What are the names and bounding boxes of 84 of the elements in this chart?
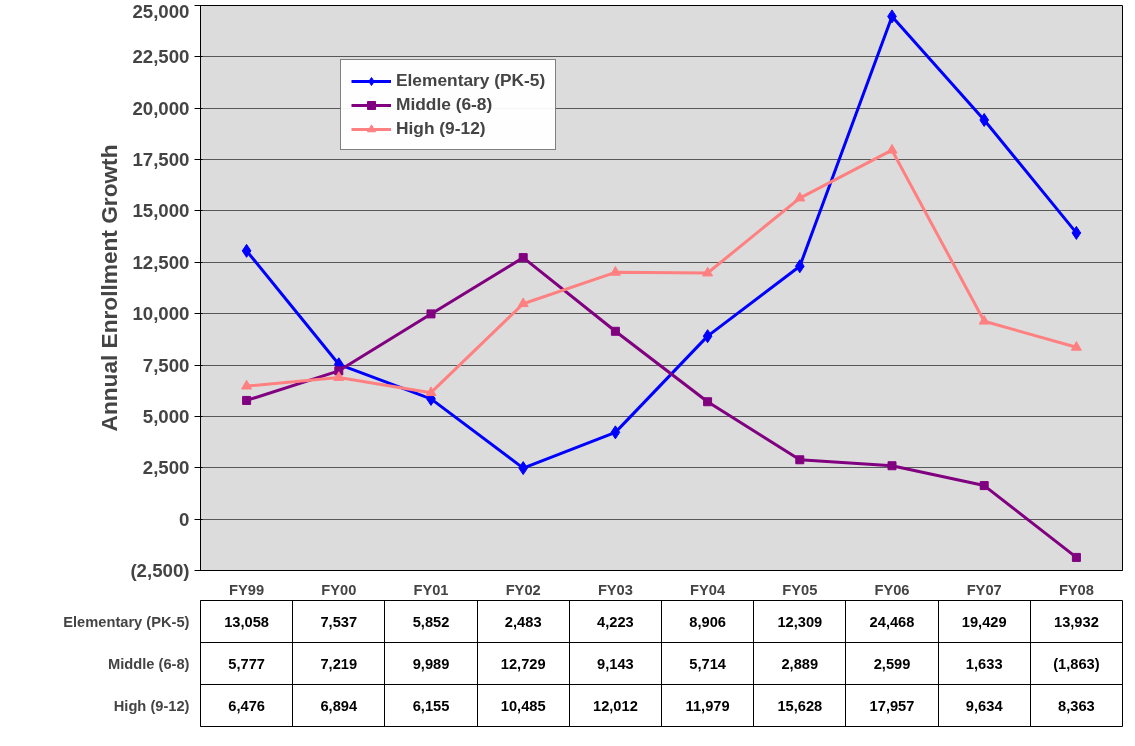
data-label: 12,309 xyxy=(777,613,823,630)
point xyxy=(242,395,252,405)
data-label: 8,906 xyxy=(689,613,726,630)
point xyxy=(1070,341,1082,351)
y-tick-label: 2,500 xyxy=(142,457,190,479)
data-label: 11,979 xyxy=(685,697,730,714)
point xyxy=(609,266,621,276)
point xyxy=(333,371,345,381)
point xyxy=(517,297,529,308)
data-label: 5,777 xyxy=(228,655,265,672)
data-label: 7,219 xyxy=(320,655,358,672)
point xyxy=(425,386,437,397)
point xyxy=(610,425,621,440)
legend-label: Middle (6-8) xyxy=(396,94,493,115)
point xyxy=(978,314,990,325)
point xyxy=(703,397,713,407)
point xyxy=(887,461,897,471)
point xyxy=(702,329,713,344)
data-label: 17,957 xyxy=(869,697,915,714)
y-tick-label: (2,500) xyxy=(130,560,190,581)
x-tick-label: FY05 xyxy=(782,581,818,598)
x-tick-label: FY99 xyxy=(229,581,265,598)
y-tick-label: 15,000 xyxy=(132,200,190,222)
data-label: 4,223 xyxy=(597,613,634,630)
data-label: 5,852 xyxy=(412,613,450,630)
point xyxy=(518,461,529,476)
x-tick-label: FY06 xyxy=(874,581,910,598)
point xyxy=(979,112,990,127)
data-label: 5,714 xyxy=(689,655,727,672)
text: High (9-12) xyxy=(113,697,190,714)
y-tick-label: 17,500 xyxy=(132,149,190,171)
data-label: 13,932 xyxy=(1053,613,1099,630)
y-tick-label: 22,500 xyxy=(132,46,190,68)
point xyxy=(979,481,989,491)
point xyxy=(794,191,806,202)
x-tick-label: FY00 xyxy=(321,581,357,598)
data-label: 2,599 xyxy=(873,655,911,672)
data-label: 6,155 xyxy=(412,697,450,714)
x-tick-label: FY07 xyxy=(966,581,1002,598)
y-tick-label: 0 xyxy=(179,508,190,530)
data-label: 15,628 xyxy=(777,697,823,714)
data-label: 12,729 xyxy=(500,655,546,672)
data-label: 9,143 xyxy=(597,655,634,672)
point xyxy=(702,266,714,277)
data-label: 19,429 xyxy=(961,613,1007,630)
data-label: 6,894 xyxy=(320,697,358,714)
x-tick-label: FY02 xyxy=(505,581,541,598)
point xyxy=(794,259,805,274)
point xyxy=(610,326,620,336)
point xyxy=(1071,552,1081,562)
data-label: 2,483 xyxy=(504,613,542,630)
y-tick-label: 20,000 xyxy=(132,97,190,119)
data-label: 6,476 xyxy=(228,697,265,714)
data-label: (1,863) xyxy=(1053,655,1100,672)
data-label: 24,468 xyxy=(869,613,915,630)
point xyxy=(795,455,805,465)
text: Elementary (PK-5) xyxy=(63,613,190,630)
y-axis-title: Annual Enrollment Growth xyxy=(96,144,123,432)
text: Middle (6-8) xyxy=(108,655,190,672)
x-tick-label: FY01 xyxy=(413,581,449,598)
point xyxy=(426,309,436,319)
point xyxy=(518,253,528,263)
y-tick-label: 5,000 xyxy=(142,405,190,427)
y-tick-label: 12,500 xyxy=(132,251,190,273)
y-tick-label: 7,500 xyxy=(142,354,190,376)
data-label: 8,363 xyxy=(1058,697,1095,714)
data-label: 12,012 xyxy=(592,697,638,714)
point xyxy=(241,379,253,390)
point xyxy=(241,243,252,258)
y-tick-label: 25,000 xyxy=(132,0,190,22)
legend-label: High (9-12) xyxy=(396,118,486,139)
data-label: 9,634 xyxy=(965,697,1004,714)
data-label: 7,537 xyxy=(320,613,358,630)
x-tick-label: FY03 xyxy=(597,581,633,598)
x-tick-label: FY04 xyxy=(690,581,726,598)
data-label: 13,058 xyxy=(224,613,270,630)
data-label: 2,889 xyxy=(781,655,819,672)
data-label: 9,989 xyxy=(412,655,450,672)
y-tick-label: 10,000 xyxy=(132,303,190,325)
x-tick-label: FY08 xyxy=(1058,581,1094,598)
data-label: 1,633 xyxy=(965,655,1003,672)
data-label: 10,485 xyxy=(500,697,546,714)
legend-label: Elementary (PK-5) xyxy=(396,70,546,91)
point xyxy=(1071,225,1082,240)
